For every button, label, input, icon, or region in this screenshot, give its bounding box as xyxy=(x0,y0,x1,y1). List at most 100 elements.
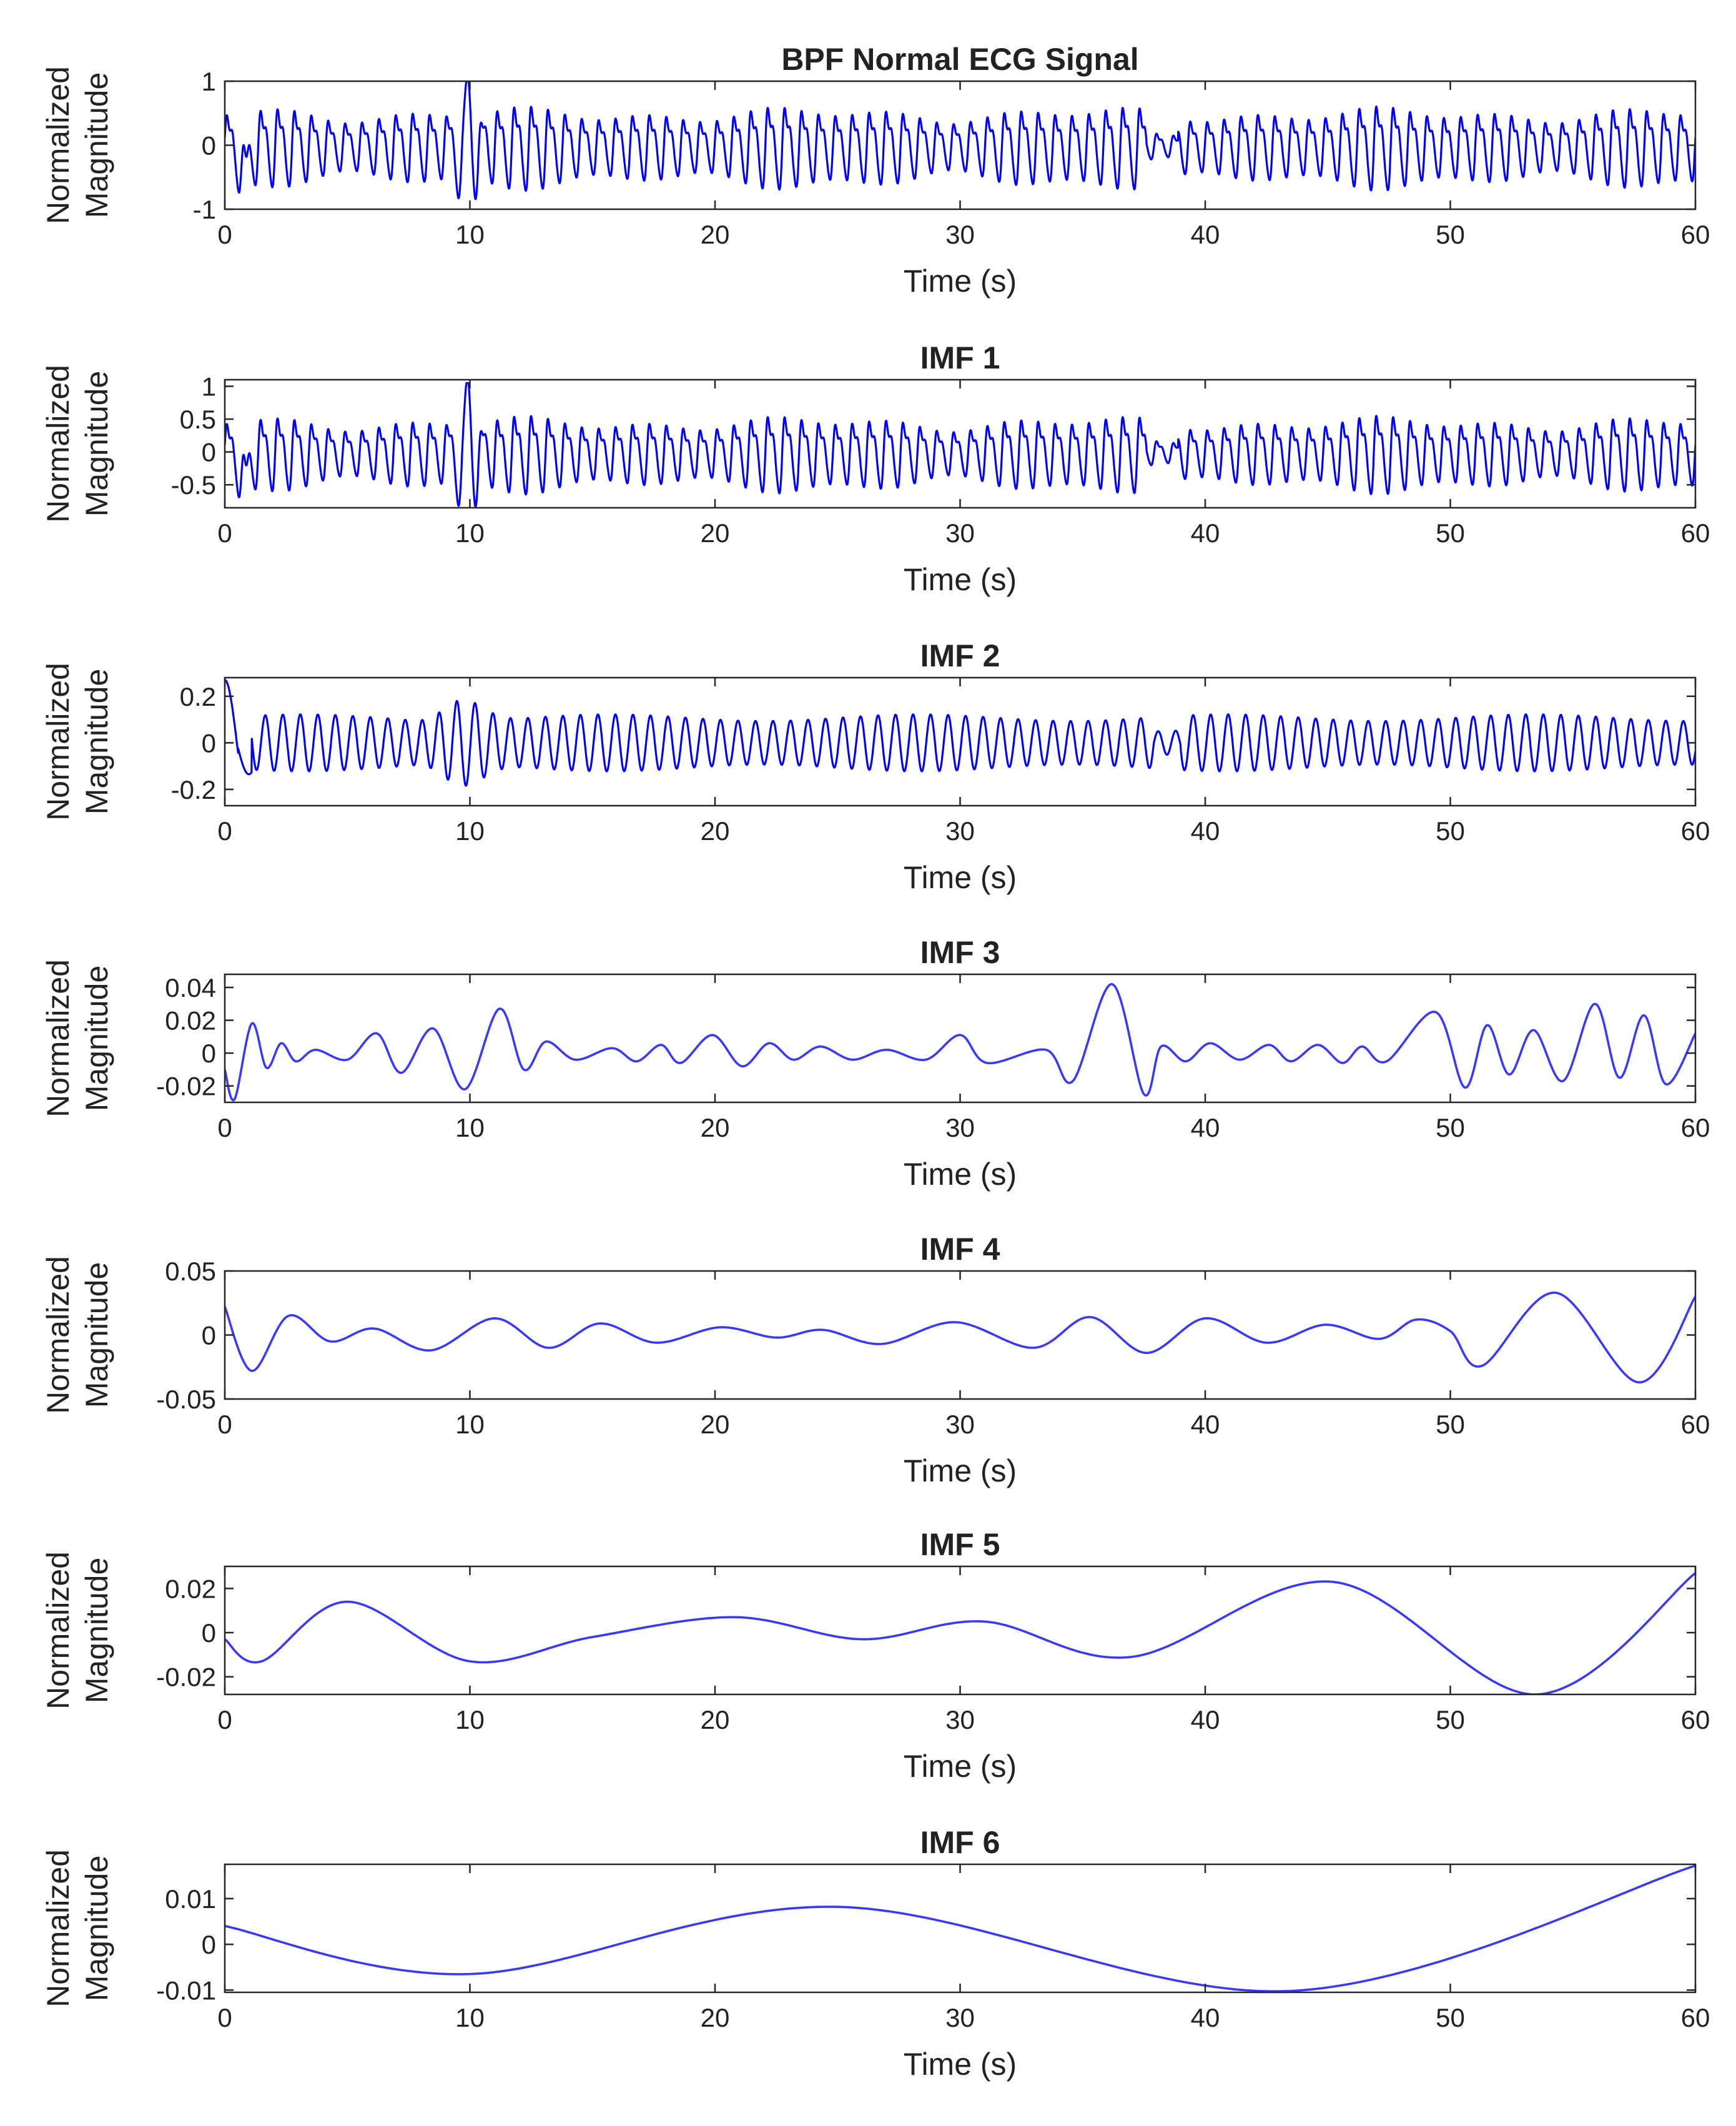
x-tick-label: 10 xyxy=(455,2003,485,2032)
x-axis-label: Time (s) xyxy=(904,1453,1017,1488)
y-axis-label: Normalized Magnitude xyxy=(41,1849,114,2007)
y-axis-label: Normalized Magnitude xyxy=(41,1551,114,1709)
x-tick-label: 10 xyxy=(455,518,485,548)
y-axis-label-line2: Magnitude xyxy=(79,1262,114,1408)
y-tick-label: 1 xyxy=(202,67,216,96)
x-tick-label: 20 xyxy=(701,1410,730,1439)
series-line xyxy=(225,1291,1695,1384)
y-tick-label: 0.02 xyxy=(165,1574,216,1603)
y-axis-label-line1: Normalized xyxy=(41,1256,76,1414)
subplot-6: IMF 5 Normalized Magnitude Time (s) 0 10 20 30 4… xyxy=(41,1527,1710,1784)
x-tick-label: 10 xyxy=(455,220,485,249)
y-axis-label-line2: Magnitude xyxy=(79,966,114,1112)
subplot-title: IMF 1 xyxy=(920,340,1000,375)
y-axis-label-line1: Normalized xyxy=(41,365,76,523)
x-tick-label: 30 xyxy=(945,518,975,548)
y-tick-label: -0.01 xyxy=(156,1975,216,2005)
y-axis-label-line2: Magnitude xyxy=(79,371,114,517)
y-axis-label: Normalized Magnitude xyxy=(41,365,114,523)
x-axis-label: Time (s) xyxy=(904,264,1017,299)
y-tick-label: 0 xyxy=(202,1618,216,1648)
subplot-title: IMF 3 xyxy=(920,935,1000,970)
y-tick-label: 0 xyxy=(202,728,216,758)
x-tick-label: 30 xyxy=(945,220,975,249)
x-tick-label: 20 xyxy=(701,816,730,846)
x-tick-label: 40 xyxy=(1191,2003,1220,2032)
x-tick-label: 60 xyxy=(1681,816,1710,846)
y-tick-label: -0.05 xyxy=(156,1385,216,1414)
y-axis-label-line1: Normalized xyxy=(41,1551,76,1709)
x-tick-label: 60 xyxy=(1681,220,1710,249)
x-axis-label: Time (s) xyxy=(904,1157,1017,1192)
y-axis-label-line1: Normalized xyxy=(41,1849,76,2007)
x-tick-label: 0 xyxy=(217,1410,232,1439)
x-tick-label: 50 xyxy=(1436,1705,1465,1734)
x-tick-label: 40 xyxy=(1191,518,1220,548)
subplot-1: BPF Normal ECG Signal Normalized Magnitude… xyxy=(41,42,1710,299)
subplot-7: IMF 6 Normalized Magnitude Time (s) 0 10 20 30 4… xyxy=(41,1825,1710,2082)
subplot-title: IMF 5 xyxy=(920,1527,1000,1562)
x-tick-label: 30 xyxy=(945,816,975,846)
x-tick-label: 50 xyxy=(1436,816,1465,846)
x-tick-label: 30 xyxy=(945,2003,975,2032)
x-tick-label: 60 xyxy=(1681,1705,1710,1734)
x-tick-label: 60 xyxy=(1681,2003,1710,2032)
x-tick-label: 20 xyxy=(701,518,730,548)
x-axis-label: Time (s) xyxy=(904,2047,1017,2082)
y-axis-label-line2: Magnitude xyxy=(79,1856,114,2002)
x-axis-label: Time (s) xyxy=(904,860,1017,895)
x-tick-label: 0 xyxy=(217,2003,232,2032)
y-axis-label: Normalized Magnitude xyxy=(41,959,114,1117)
x-tick-label: 20 xyxy=(701,1113,730,1142)
y-tick-label: 0 xyxy=(202,1039,216,1068)
y-axis-label-line2: Magnitude xyxy=(79,72,114,219)
y-tick-label: 0.04 xyxy=(165,973,216,1002)
subplot-3: IMF 2 Normalized Magnitude Time (s) 0 10 20 30 4… xyxy=(41,638,1710,895)
x-tick-label: 10 xyxy=(455,816,485,846)
subplot-5: IMF 4 Normalized Magnitude Time (s) 0 10 20 30 4… xyxy=(41,1232,1710,1488)
x-tick-label: 50 xyxy=(1436,518,1465,548)
axes-box xyxy=(224,676,1697,807)
y-tick-label: 0.05 xyxy=(165,1257,216,1286)
x-tick-label: 60 xyxy=(1681,1410,1710,1439)
series-line xyxy=(225,1572,1695,1694)
subplot-title: BPF Normal ECG Signal xyxy=(781,42,1138,77)
x-axis-label: Time (s) xyxy=(904,562,1017,597)
x-tick-label: 10 xyxy=(455,1113,485,1142)
subplot-4: IMF 3 Normalized Magnitude Time (s) 0 10 20 30 4… xyxy=(41,935,1710,1192)
axes-box xyxy=(224,1270,1697,1400)
y-axis-label: Normalized Magnitude xyxy=(41,663,114,821)
y-axis-label-line2: Magnitude xyxy=(79,669,114,815)
y-tick-label: 0.2 xyxy=(180,682,216,711)
series-line xyxy=(225,382,1695,508)
y-axis-label-line1: Normalized xyxy=(41,959,76,1117)
x-tick-label: 30 xyxy=(945,1410,975,1439)
subplot-title: IMF 2 xyxy=(920,638,1000,673)
y-tick-label: 0.02 xyxy=(165,1006,216,1036)
series-line xyxy=(225,1864,1695,1992)
x-tick-label: 30 xyxy=(945,1113,975,1142)
x-tick-label: 50 xyxy=(1436,220,1465,249)
y-tick-label: -0.02 xyxy=(156,1663,216,1692)
x-tick-label: 0 xyxy=(217,1113,232,1142)
y-tick-label: -1 xyxy=(193,195,216,224)
subplot-title: IMF 4 xyxy=(920,1232,1000,1267)
y-tick-label: -0.5 xyxy=(171,470,216,500)
y-tick-label: 1 xyxy=(202,372,216,402)
y-tick-label: 0 xyxy=(202,1321,216,1350)
x-tick-label: 20 xyxy=(701,2003,730,2032)
series-line xyxy=(225,679,1695,787)
x-tick-label: 0 xyxy=(217,1705,232,1734)
y-tick-label: 0 xyxy=(202,131,216,161)
x-axis-label: Time (s) xyxy=(904,1749,1017,1784)
y-tick-label: -0.2 xyxy=(171,775,216,804)
x-tick-label: 30 xyxy=(945,1705,975,1734)
x-tick-label: 10 xyxy=(455,1410,485,1439)
x-tick-label: 20 xyxy=(701,220,730,249)
x-tick-label: 50 xyxy=(1436,2003,1465,2032)
y-tick-label: -0.02 xyxy=(156,1072,216,1101)
y-axis-label-line1: Normalized xyxy=(41,663,76,821)
x-tick-label: 60 xyxy=(1681,1113,1710,1142)
